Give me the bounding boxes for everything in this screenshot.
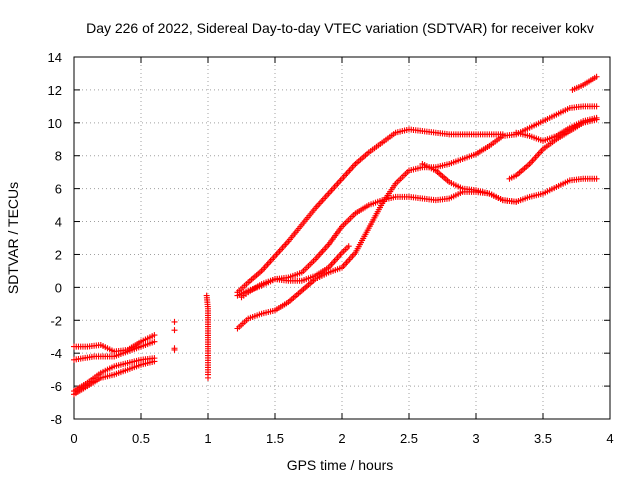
- data-point: [171, 345, 178, 352]
- y-tick-label: -2: [50, 313, 62, 328]
- series-trace-1: [71, 318, 178, 355]
- series-trace-5: [234, 126, 506, 296]
- y-tick-label: 4: [55, 215, 62, 230]
- y-tick-label: 0: [55, 280, 62, 295]
- data-point: [345, 243, 352, 250]
- x-tick-label: 4: [606, 431, 613, 446]
- x-tick-label: 1: [204, 431, 211, 446]
- x-tick-label: 1.5: [266, 431, 284, 446]
- x-tick-label: 2: [338, 431, 345, 446]
- data-point: [151, 338, 158, 345]
- y-tick-label: -6: [50, 379, 62, 394]
- data-point: [593, 114, 600, 121]
- series-trace-12: [569, 73, 600, 93]
- y-tick-label: 14: [48, 50, 62, 65]
- series-trace-10: [506, 116, 600, 182]
- series-isolated-points: [203, 292, 211, 381]
- y-axis-label: SDTVAR / TECUs: [5, 182, 21, 294]
- y-tick-label: 2: [55, 247, 62, 262]
- data-point: [593, 103, 600, 110]
- data-point: [205, 374, 211, 381]
- data-point: [151, 358, 158, 365]
- axis-ticks: 0 0.5 1 1.5 2 2.5 3 3.5 4 -8 -6 -4 -2 0 2 4 6 8 10 12 14: [48, 50, 614, 446]
- data-point: [593, 73, 600, 80]
- data-point: [171, 318, 178, 325]
- y-tick-label: 12: [48, 83, 62, 98]
- data-marks: [71, 73, 600, 398]
- x-tick-label: 2.5: [400, 431, 418, 446]
- series-trace-7: [234, 103, 600, 332]
- series-trace-4: [71, 345, 178, 398]
- x-tick-label: 3: [472, 431, 479, 446]
- x-tick-label: 0.5: [132, 431, 150, 446]
- y-tick-label: -8: [50, 412, 62, 427]
- chart-title: Day 226 of 2022, Sidereal Day-to-day VTE…: [86, 20, 594, 36]
- y-tick-label: 10: [48, 116, 62, 131]
- data-point: [151, 332, 158, 339]
- series-trace-2: [71, 327, 178, 363]
- series-trace-8: [238, 243, 352, 301]
- y-tick-label: 6: [55, 182, 62, 197]
- data-point: [171, 327, 178, 334]
- x-tick-label: 3.5: [534, 431, 552, 446]
- y-tick-label: 8: [55, 149, 62, 164]
- series-trace-9: [419, 160, 600, 205]
- series-trace-3: [71, 346, 178, 395]
- x-axis-label: GPS time / hours: [287, 457, 394, 473]
- data-point: [593, 175, 600, 182]
- x-tick-label: 0: [70, 431, 77, 446]
- series-trace-11: [513, 114, 600, 144]
- y-tick-label: -4: [50, 346, 62, 361]
- grid: [74, 57, 610, 419]
